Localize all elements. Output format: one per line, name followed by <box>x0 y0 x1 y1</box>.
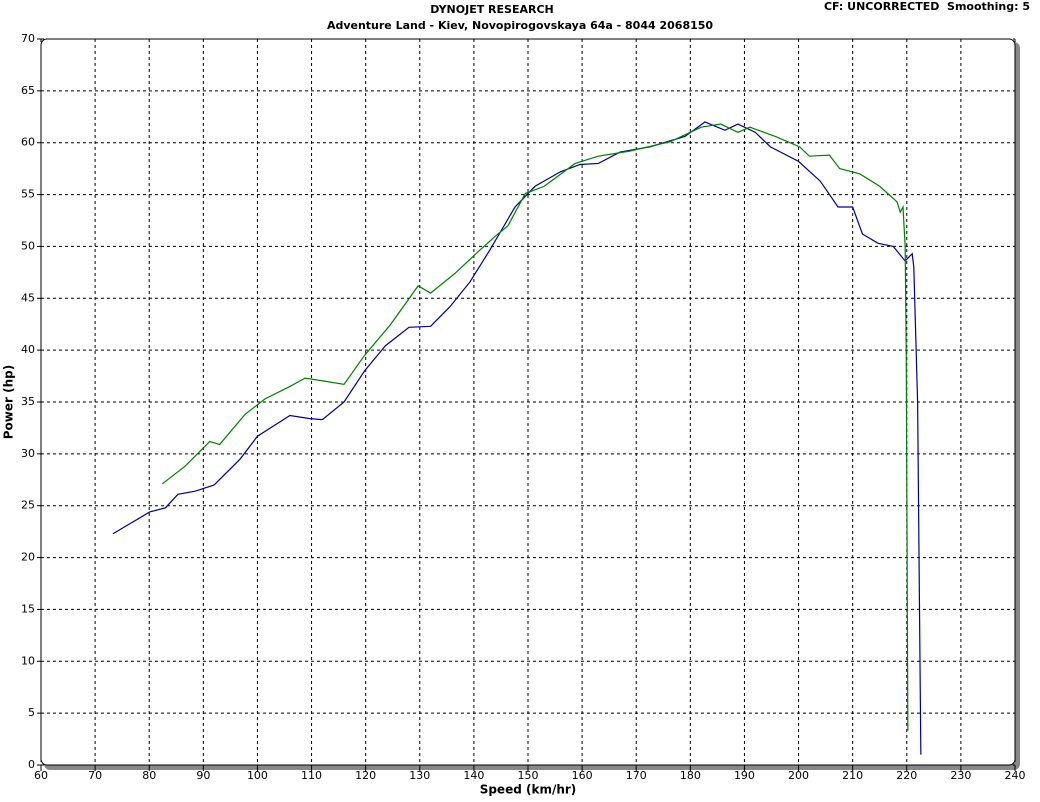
y-tick-label: 0 <box>28 758 35 771</box>
y-axis-label: Power (hp) <box>2 365 16 439</box>
x-tick-label: 130 <box>409 769 430 782</box>
x-tick-label: 190 <box>734 769 755 782</box>
annotation: CF: UNCORRECTED Smoothing: 5 <box>824 0 1030 13</box>
y-tick-label: 20 <box>21 551 35 564</box>
y-tick-label: 5 <box>28 706 35 719</box>
y-tick-label: 40 <box>21 343 35 356</box>
y-tick-label: 25 <box>21 499 35 512</box>
x-tick-label: 170 <box>626 769 647 782</box>
y-tick-label: 50 <box>21 239 35 252</box>
y-tick-label: 60 <box>21 136 35 149</box>
x-tick-label: 210 <box>842 769 863 782</box>
y-tick-label: 65 <box>21 84 35 97</box>
chart-title: DYNOJET RESEARCH <box>430 3 553 16</box>
x-tick-label: 120 <box>355 769 376 782</box>
x-tick-label: 230 <box>950 769 971 782</box>
x-axis-label: Speed (km/hr) <box>480 783 577 797</box>
x-tick-label: 180 <box>680 769 701 782</box>
y-tick-label: 35 <box>21 395 35 408</box>
series-line <box>112 121 922 755</box>
x-tick-label: 60 <box>34 769 48 782</box>
y-tick-label: 45 <box>21 291 35 304</box>
x-tick-label: 220 <box>896 769 917 782</box>
x-tick-label: 90 <box>196 769 210 782</box>
x-tick-label: 150 <box>518 769 539 782</box>
x-tick-label: 70 <box>88 769 102 782</box>
x-tick-label: 200 <box>788 769 809 782</box>
x-tick-label: 80 <box>142 769 156 782</box>
x-tick-label: 240 <box>1005 769 1026 782</box>
y-tick-label: 70 <box>21 32 35 45</box>
y-tick-label: 30 <box>21 447 35 460</box>
x-tick-label: 100 <box>247 769 268 782</box>
y-tick-label: 10 <box>21 654 35 667</box>
y-tick-label: 15 <box>21 602 35 615</box>
x-tick-label: 160 <box>572 769 593 782</box>
x-tick-label: 140 <box>463 769 484 782</box>
chart-subtitle: Adventure Land - Kiev, Novopirogovskaya … <box>327 19 713 32</box>
x-tick-label: 110 <box>301 769 322 782</box>
series-line <box>161 123 909 731</box>
y-tick-label: 55 <box>21 188 35 201</box>
